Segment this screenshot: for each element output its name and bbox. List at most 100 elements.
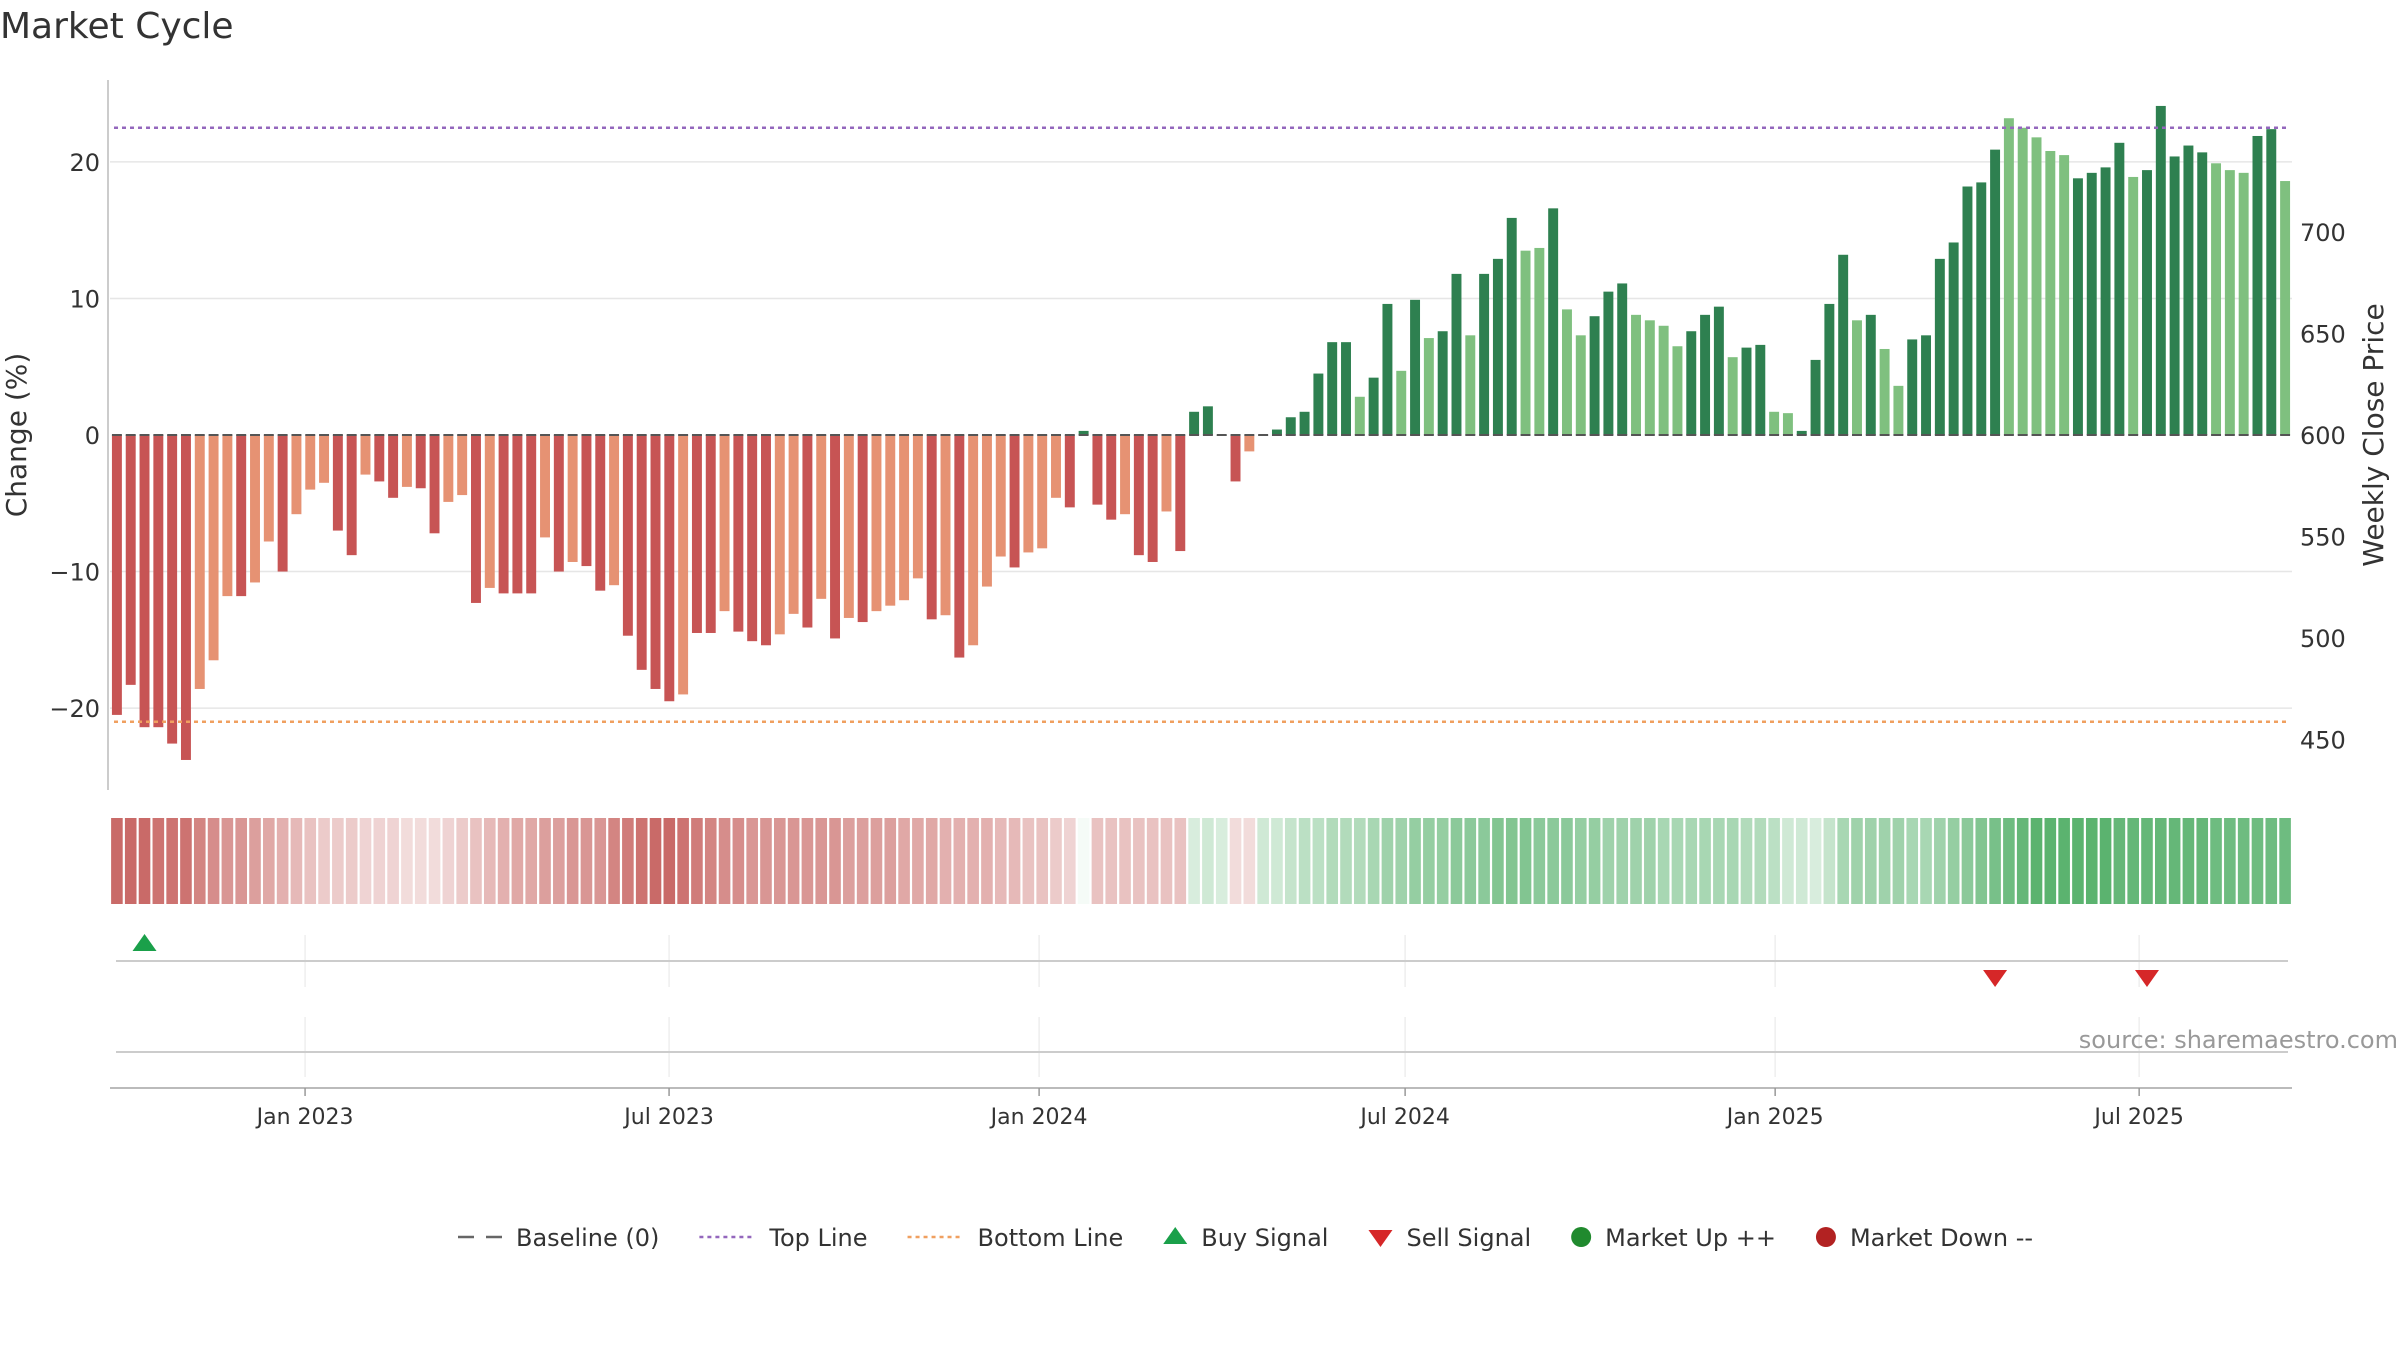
heat-cell xyxy=(843,818,855,904)
change-bar xyxy=(470,435,481,603)
heat-cell xyxy=(2113,818,2126,904)
change-bar xyxy=(1990,149,2001,435)
heat-cell xyxy=(1215,818,1228,904)
change-bar xyxy=(636,435,647,670)
change-bar xyxy=(180,435,191,760)
heat-cell xyxy=(1685,818,1698,904)
heat-cell xyxy=(1795,818,1808,904)
change-bar xyxy=(1313,373,1324,435)
change-bar xyxy=(1644,320,1655,435)
change-bar xyxy=(388,435,399,498)
change-bar xyxy=(250,435,260,583)
heat-cell xyxy=(1022,818,1035,904)
heat-cell xyxy=(2237,818,2250,904)
heat-cell xyxy=(497,818,510,904)
heat-cell xyxy=(1202,818,1214,904)
heat-cell xyxy=(1809,818,1822,904)
heat-cell xyxy=(2196,818,2209,904)
heat-cell xyxy=(456,818,468,904)
heat-cell xyxy=(442,818,455,904)
heat-cell xyxy=(1188,818,1200,904)
x-tick-label: Jan 2024 xyxy=(989,1105,1088,1130)
heat-cell xyxy=(1492,818,1504,904)
change-bar xyxy=(1051,435,1061,498)
heat-cell xyxy=(1630,818,1642,904)
heat-cell xyxy=(1064,818,1076,904)
heat-cell xyxy=(2168,818,2181,904)
heat-cell xyxy=(483,818,496,904)
change-bar xyxy=(346,435,357,556)
heat-cell xyxy=(994,818,1007,904)
change-bar xyxy=(1962,186,1973,435)
heat-cell xyxy=(787,818,800,904)
change-bar xyxy=(1244,435,1255,452)
heat-cell xyxy=(1423,818,1435,904)
change-bar xyxy=(871,435,882,612)
heat-cell xyxy=(953,818,966,904)
heat-cell xyxy=(1146,818,1159,904)
heat-cell xyxy=(304,818,317,904)
heat-cell xyxy=(1464,818,1477,904)
change-bar xyxy=(567,435,578,562)
heat-cell xyxy=(249,818,261,904)
change-bar xyxy=(1271,429,1282,435)
change-bar xyxy=(802,435,813,628)
change-bar xyxy=(457,435,468,496)
heat-cell xyxy=(1768,818,1780,904)
source-label: source: sharemaestro.com xyxy=(2079,1026,2398,1054)
change-bar xyxy=(236,435,247,597)
heat-cell xyxy=(580,818,593,904)
heat-cell xyxy=(1533,818,1546,904)
change-bar xyxy=(581,435,592,567)
change-bar xyxy=(1506,217,1517,435)
heat-cell xyxy=(1726,818,1739,904)
change-bar xyxy=(1948,242,1959,435)
heat-cell xyxy=(718,818,731,904)
heat-cell xyxy=(1312,818,1325,904)
heat-cell xyxy=(2265,818,2278,904)
x-tick-label: Jul 2024 xyxy=(1358,1105,1450,1130)
change-bar xyxy=(1589,316,1600,435)
change-bar xyxy=(691,435,702,633)
heat-cell xyxy=(1326,818,1338,904)
change-bar xyxy=(1700,314,1711,435)
legend-item: Market Down -- xyxy=(1815,1224,2033,1252)
heat-cell xyxy=(276,818,289,904)
heat-cell xyxy=(2099,818,2112,904)
heat-cell xyxy=(1547,818,1559,904)
change-bar xyxy=(995,435,1006,557)
change-bar xyxy=(788,435,799,614)
change-bar xyxy=(2238,172,2249,435)
change-bar xyxy=(208,435,219,661)
heat-cell xyxy=(345,818,358,904)
change-bar xyxy=(1534,247,1545,435)
heat-cell xyxy=(1008,818,1021,904)
change-bar xyxy=(926,435,937,620)
heat-cell xyxy=(1561,818,1573,904)
y-axis-label: Change (%) xyxy=(0,353,33,518)
change-bar xyxy=(1437,331,1448,435)
legend-item: Sell Signal xyxy=(1368,1224,1531,1252)
legend-circle-icon xyxy=(1571,1227,1592,1247)
change-bar xyxy=(526,435,537,594)
change-bar xyxy=(277,435,288,572)
heat-cell xyxy=(1699,818,1711,904)
heat-cell xyxy=(2016,818,2029,904)
heat-cell xyxy=(1450,818,1463,904)
heat-cell xyxy=(1119,818,1131,904)
heat-cell xyxy=(1574,818,1587,904)
change-bar xyxy=(885,435,896,606)
change-bar xyxy=(2114,142,2125,436)
change-bar xyxy=(1907,339,1918,435)
change-bar xyxy=(2017,127,2028,436)
change-bar xyxy=(1396,370,1407,435)
heat-cell xyxy=(2224,818,2236,904)
change-bar xyxy=(1064,435,1075,508)
legend-label: Sell Signal xyxy=(1406,1224,1531,1252)
change-bar xyxy=(1852,320,1862,435)
change-bar xyxy=(2155,105,2166,435)
change-bar xyxy=(167,435,178,744)
heat-cell xyxy=(704,818,717,904)
heat-cell xyxy=(470,818,482,904)
change-bar xyxy=(1548,208,1559,435)
